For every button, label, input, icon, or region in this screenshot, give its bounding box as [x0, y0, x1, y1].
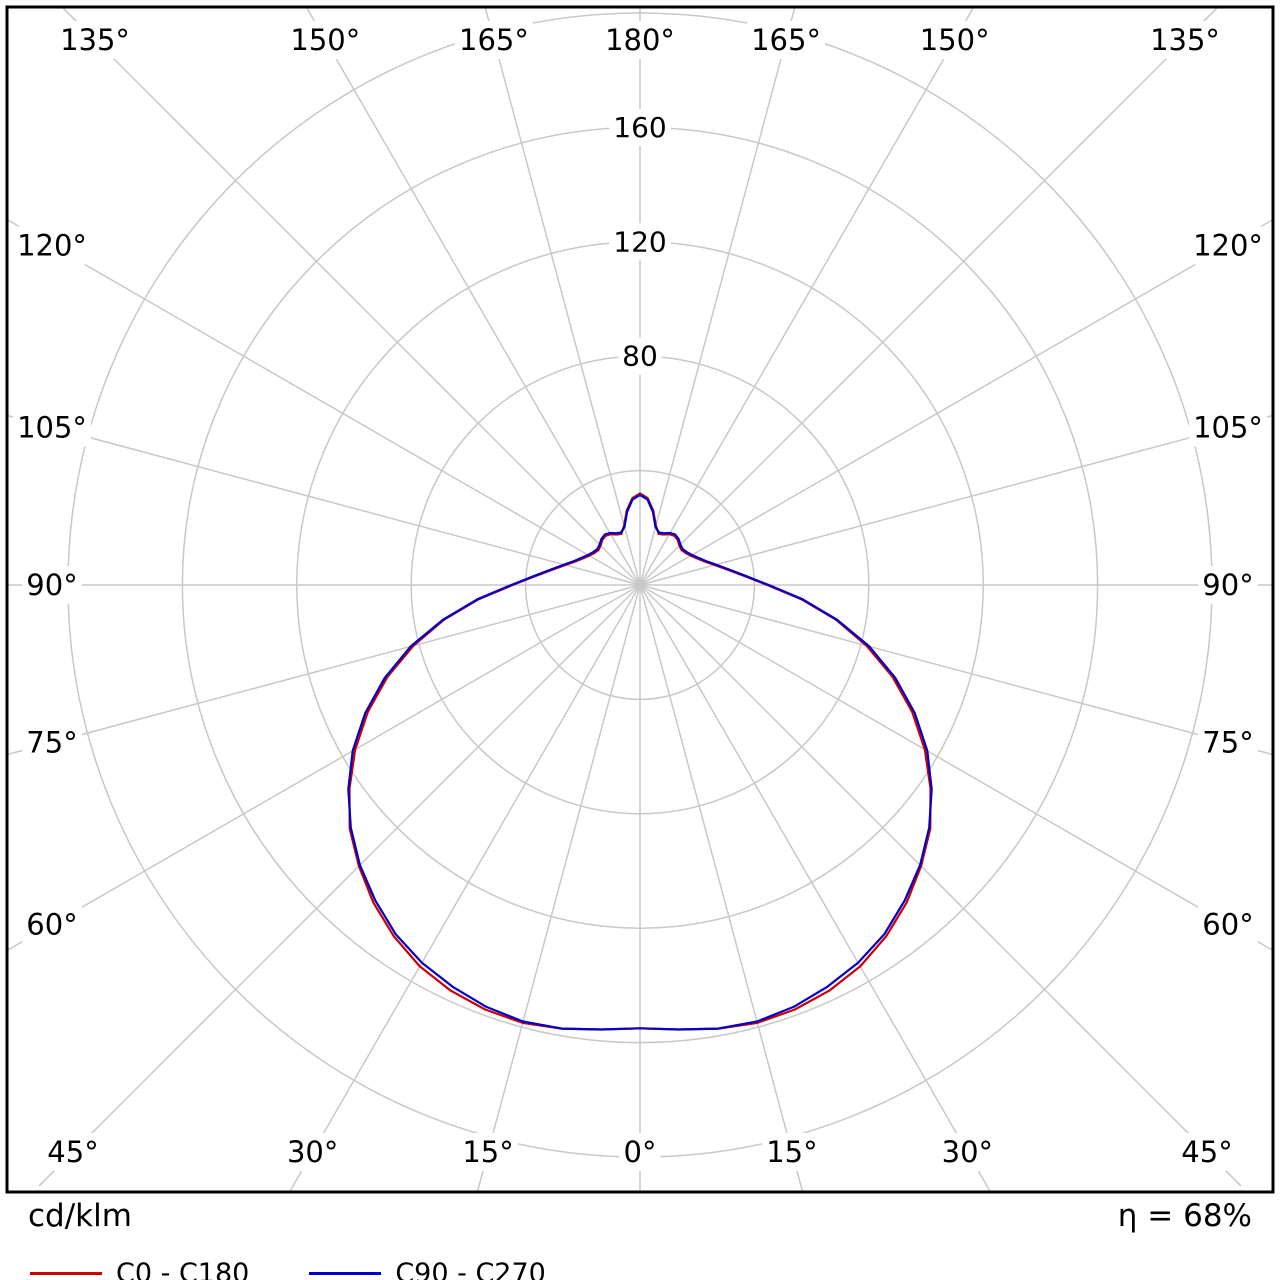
radial-tick-label: 160 [613, 111, 666, 144]
angle-label: 120° [17, 229, 87, 263]
angle-label: 75° [1202, 726, 1253, 760]
grid-circle [524, 469, 756, 701]
grid-spoke [639, 219, 1272, 586]
angle-label: 90° [26, 568, 77, 602]
angle-label: 15° [462, 1135, 513, 1169]
radial-tick-label: 80 [622, 340, 658, 373]
c90-legend-label: C90 - C270 [395, 1258, 546, 1280]
angle-label-bg [915, 21, 994, 59]
grid-spoke [639, 584, 1242, 1187]
angle-label-bg [619, 1133, 661, 1171]
grid-spoke [639, 584, 991, 1191]
angle-label-bg [762, 1133, 822, 1171]
unit-label: cd/klm [28, 1198, 132, 1234]
angle-label: 165° [751, 23, 821, 57]
angle-label-bg [13, 408, 91, 447]
angle-label: 150° [920, 23, 990, 57]
grid-spoke [639, 584, 1272, 951]
grid-spoke [8, 415, 641, 586]
radial-tick-label: 120 [613, 225, 666, 258]
angle-label: 45° [1181, 1135, 1232, 1169]
angle-label-bg [1146, 21, 1224, 59]
angle-label-bg [601, 21, 679, 59]
angle-label-bg [13, 226, 91, 265]
c0-legend-label: C0 - C180 [116, 1258, 250, 1280]
grid-spoke [484, 8, 641, 586]
grid-spoke [62, 8, 641, 586]
grid-spoke [639, 8, 974, 586]
grid-spoke [289, 584, 641, 1191]
c90-legend-swatch [309, 1272, 382, 1275]
grid-spoke [8, 584, 641, 951]
angle-label-bg [1177, 1133, 1237, 1171]
angle-label-bg [43, 1133, 103, 1171]
angle-label-bg [747, 21, 825, 59]
angle-label: 30° [942, 1135, 993, 1169]
radial-tick-label-bg [618, 337, 662, 375]
angle-label-bg [937, 1133, 998, 1171]
grid-spoke [8, 219, 641, 586]
angle-label: 105° [1193, 410, 1263, 444]
angle-label: 60° [1202, 907, 1253, 941]
angle-label-bg [22, 723, 82, 762]
grid-spoke [639, 415, 1272, 586]
grid-spoke [639, 8, 1218, 586]
grid-spoke [639, 584, 804, 1191]
angle-label: 180° [605, 23, 675, 57]
angle-label-bg [56, 21, 134, 59]
angle-label: 135° [1150, 23, 1220, 57]
angle-label: 0° [624, 1135, 657, 1169]
grid-spoke [639, 8, 796, 586]
angle-label-bg [1198, 723, 1258, 762]
angle-label: 45° [47, 1135, 98, 1169]
angle-label: 135° [60, 23, 130, 57]
angle-label: 90° [1202, 568, 1253, 602]
angle-label-bg [1198, 905, 1258, 944]
angle-label: 120° [1193, 229, 1263, 263]
angle-label-bg [1189, 226, 1267, 265]
angle-label-bg [22, 905, 82, 944]
c0-legend-swatch [30, 1272, 102, 1275]
angle-label-bg [1189, 408, 1267, 447]
angle-label-bg [1198, 566, 1258, 604]
angle-label-bg [282, 1133, 343, 1171]
grid-spoke [38, 584, 641, 1187]
angle-label-bg [458, 1133, 518, 1171]
angle-label-bg [22, 566, 82, 604]
curve-c90-c270 [347, 493, 933, 1031]
grid-spoke [476, 584, 641, 1191]
angle-label-bg [455, 21, 533, 59]
grid-spoke [306, 8, 641, 586]
angle-label: 150° [290, 23, 360, 57]
angle-label-bg [286, 21, 365, 59]
angle-label: 15° [766, 1135, 817, 1169]
chart-legend: C0 - C180 C90 - C270 [30, 1258, 606, 1280]
angle-label: 30° [287, 1135, 338, 1169]
grid-spoke [639, 584, 1272, 755]
radial-tick-label-bg [609, 223, 671, 261]
radial-tick-label-bg [609, 108, 671, 146]
angle-label: 75° [26, 726, 77, 760]
angle-label: 165° [459, 23, 529, 57]
efficiency-label: η = 68% [1117, 1198, 1252, 1234]
grid-spoke [8, 584, 641, 755]
chart-frame [5, 5, 1275, 1194]
angle-label: 60° [26, 907, 77, 941]
angle-label: 105° [17, 410, 87, 444]
